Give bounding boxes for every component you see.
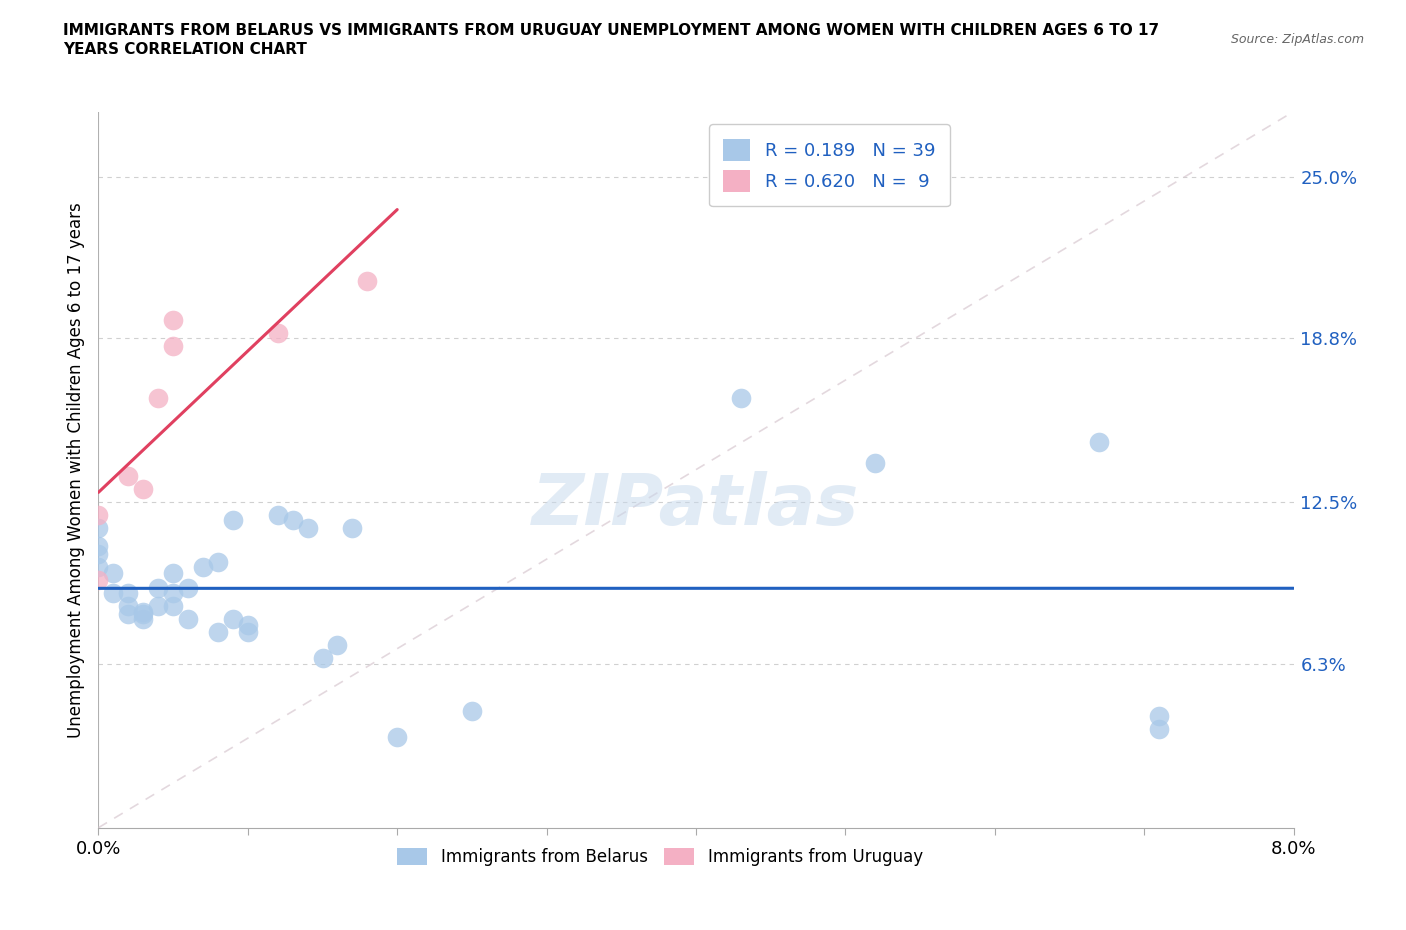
Point (207, 554, 229, 569)
Point (730, 391, 752, 405)
Point (162, 565, 184, 580)
Point (103, 565, 125, 580)
Point (162, 586, 184, 601)
Point (865, 456, 887, 471)
Point (148, 391, 170, 405)
Point (148, 599, 170, 614)
Legend: Immigrants from Belarus, Immigrants from Uruguay: Immigrants from Belarus, Immigrants from… (391, 842, 929, 873)
Point (326, 638, 349, 653)
Point (87, 573, 110, 588)
Point (1147, 709, 1170, 724)
Point (207, 625, 229, 640)
Point (162, 339, 184, 353)
Point (117, 586, 139, 601)
Point (117, 599, 139, 614)
Point (222, 513, 245, 528)
Point (222, 612, 245, 627)
Point (117, 469, 139, 484)
Point (103, 586, 125, 601)
Point (342, 521, 364, 536)
Text: IMMIGRANTS FROM BELARUS VS IMMIGRANTS FROM URUGUAY UNEMPLOYMENT AMONG WOMEN WITH: IMMIGRANTS FROM BELARUS VS IMMIGRANTS FR… (63, 23, 1160, 38)
Point (177, 580, 200, 595)
Point (385, 729, 409, 744)
Point (461, 703, 484, 718)
Point (132, 606, 155, 621)
Point (117, 606, 139, 621)
Point (236, 625, 259, 640)
Y-axis label: Unemployment Among Women with Children Ages 6 to 17 years: Unemployment Among Women with Children A… (66, 202, 84, 737)
Point (191, 560, 214, 575)
Point (236, 618, 259, 632)
Point (87, 547, 110, 562)
Text: YEARS CORRELATION CHART: YEARS CORRELATION CHART (63, 42, 307, 57)
Point (87, 539, 110, 554)
Point (132, 482, 155, 497)
Point (87, 508, 110, 523)
Text: Source: ZipAtlas.com: Source: ZipAtlas.com (1230, 33, 1364, 46)
Point (87, 560, 110, 575)
Point (267, 326, 290, 340)
Point (297, 521, 319, 536)
Text: ZIPatlas: ZIPatlas (533, 471, 859, 540)
Point (267, 508, 290, 523)
Point (311, 651, 333, 666)
Point (356, 273, 378, 288)
Point (162, 312, 184, 327)
Point (177, 612, 200, 627)
Point (132, 604, 155, 619)
Point (1147, 722, 1170, 737)
Point (132, 612, 155, 627)
Point (162, 599, 184, 614)
Point (281, 513, 304, 528)
Point (1088, 435, 1111, 450)
Point (148, 580, 170, 595)
Point (87, 521, 110, 536)
